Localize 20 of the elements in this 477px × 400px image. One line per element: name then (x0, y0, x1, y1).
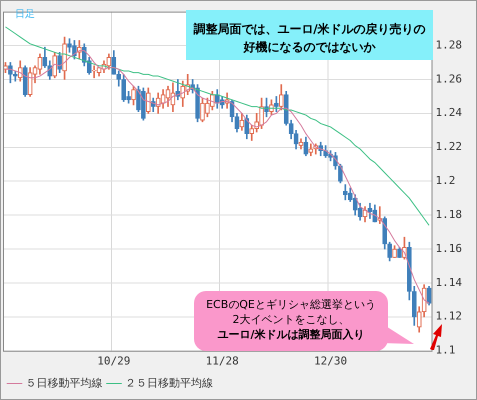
x-tick-label: 11/28 (206, 354, 239, 368)
y-tick-label: 1.2 (436, 174, 456, 188)
annotation: 調整局面では、ユーロ/米ドルの戻り売りの好機になるのではないか (186, 10, 433, 60)
annotation: 日足 (15, 8, 35, 21)
annotation: ECBのQEとギリシャ総選挙という2大イベントをこなし、 (205, 297, 377, 327)
legend-label: ２５日移動平均線 (125, 376, 213, 390)
y-tick-label: 1.28 (436, 38, 462, 52)
annotation: ユーロ/米ドルは調整局面入り (216, 327, 366, 343)
y-tick-label: 1.1 (436, 344, 456, 357)
callout: ECBのQEとギリシャ総選挙という2大イベントをこなし、 ユーロ/米ドルは調整局面入り (194, 291, 388, 351)
y-tick-label: 1.16 (436, 242, 462, 255)
legend-label: ５日移動平均線 (26, 376, 102, 390)
x-tick-label: 12/30 (314, 354, 348, 368)
y-tick-label: 1.26 (436, 72, 462, 86)
y-tick-label: 1.14 (436, 276, 462, 289)
x-tick-label: 10/29 (97, 354, 130, 368)
y-tick-label: 1.22 (436, 140, 462, 154)
y-tick-label: 1.12 (436, 310, 462, 323)
y-tick-label: 1.18 (436, 208, 462, 221)
y-tick-label: 1.24 (436, 106, 462, 120)
